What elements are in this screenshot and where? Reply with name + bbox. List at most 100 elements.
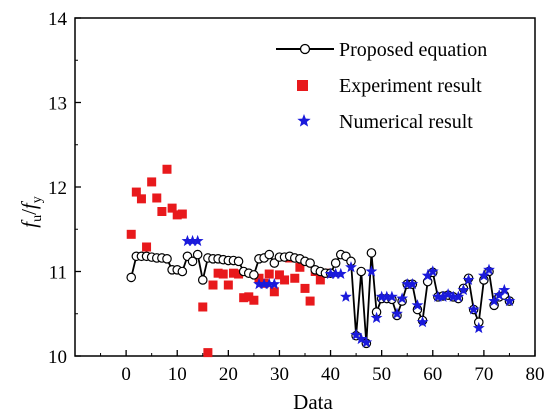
experiment-point (244, 292, 254, 302)
experiment-point (218, 269, 228, 279)
experiment-point (157, 207, 167, 217)
numerical-point (385, 290, 398, 302)
numerical-point (462, 273, 475, 285)
proposed-equation-point (177, 266, 188, 277)
proposed-equation-point (162, 254, 172, 264)
legend-square-icon (297, 80, 308, 91)
legend-label-proposed: Proposed equation (339, 39, 487, 61)
proposed-equation-point (330, 258, 341, 268)
numerical-point (396, 292, 409, 304)
proposed-equation-point (192, 249, 203, 260)
y-axis: 10 11 12 13 14 (48, 9, 81, 368)
series-layer (126, 164, 516, 358)
numerical-point (350, 328, 363, 340)
experiment-point (295, 262, 305, 272)
numerical-point (258, 277, 271, 290)
experiment-point (162, 164, 172, 174)
x-axis-label: Data (293, 390, 333, 414)
numerical-point (263, 277, 276, 290)
numerical-point (355, 332, 368, 345)
experiment-point (172, 210, 182, 220)
numerical-point (375, 290, 388, 302)
experiment-point (274, 270, 284, 280)
numerical-point (503, 294, 516, 307)
numerical-point (457, 283, 470, 296)
y-tick-label: 13 (48, 94, 67, 115)
experiment-point (147, 177, 157, 187)
numerical-point (253, 277, 265, 290)
experiment-point (177, 209, 187, 219)
legend-label-numerical: Numerical result (339, 111, 473, 133)
experiment-point (315, 275, 325, 285)
y-tick-label: 14 (48, 9, 68, 30)
x-tick-label: 40 (321, 364, 340, 385)
experiment-point (239, 293, 249, 303)
numerical-point (426, 265, 439, 277)
x-tick-label: 50 (372, 364, 391, 385)
numerical-point (483, 263, 495, 275)
numerical-point (334, 267, 347, 280)
proposed-equation-point (126, 272, 137, 283)
y-axis-label: fu/fy (17, 196, 45, 228)
experiment-point (131, 187, 141, 197)
experiment-point (290, 273, 300, 283)
x-tick-label: 20 (219, 364, 238, 385)
experiment-point (300, 283, 310, 293)
experiment-point (136, 194, 146, 204)
numerical-point (365, 265, 378, 277)
experiment-point (280, 275, 290, 285)
x-tick-label: 30 (270, 364, 289, 385)
experiment-point (167, 203, 177, 213)
legend-item-proposed: Proposed equation (276, 39, 487, 61)
numerical-point (186, 234, 199, 247)
numerical-point (488, 294, 501, 307)
numerical-point (181, 234, 194, 247)
experiment-point (228, 268, 238, 278)
y-tick-label: 11 (49, 263, 67, 284)
numerical-point (498, 283, 511, 296)
x-tick-label: 60 (423, 364, 442, 385)
numerical-point (416, 316, 429, 328)
legend-label-experiment: Experiment result (339, 75, 482, 97)
legend-star-icon (297, 114, 311, 127)
numerical-point (360, 336, 373, 348)
numerical-point (431, 290, 444, 302)
experiment-point (126, 229, 136, 239)
plot-frame (74, 17, 536, 357)
proposed-equation-point (197, 275, 208, 285)
experiment-point (213, 268, 223, 278)
experiment-point (264, 269, 274, 279)
proposed-equation-point (264, 249, 275, 260)
numerical-point (268, 277, 281, 290)
experiment-point (142, 242, 152, 252)
experiment-point (208, 280, 218, 290)
legend: Proposed equation Experiment result Nume… (276, 39, 487, 133)
numerical-point (452, 290, 465, 302)
experiment-point (305, 296, 315, 306)
proposed-equation-point (187, 256, 198, 267)
proposed-equation-point (366, 248, 377, 258)
plot-border (74, 17, 536, 357)
numerical-point (324, 267, 337, 280)
experiment-point (249, 295, 259, 305)
proposed-equation-point (356, 266, 367, 277)
numerical-point (447, 290, 460, 302)
proposed-equation-point (269, 258, 280, 268)
x-tick-label: 10 (168, 364, 187, 385)
proposed-equation-point (305, 258, 315, 268)
numerical-point (437, 290, 449, 302)
legend-circle-icon (299, 43, 311, 55)
experiment-point (152, 193, 162, 203)
numerical-point (391, 307, 403, 319)
numerical-point (411, 299, 424, 311)
numerical-point (380, 290, 393, 302)
x-tick-label: 0 (121, 364, 131, 385)
proposed-equation-point (233, 256, 244, 267)
x-tick-label: 80 (526, 364, 545, 385)
experiment-point (203, 348, 213, 358)
numerical-point (191, 234, 204, 247)
experiment-point (223, 280, 233, 290)
numerical-point (339, 290, 352, 302)
numerical-point (493, 288, 506, 301)
